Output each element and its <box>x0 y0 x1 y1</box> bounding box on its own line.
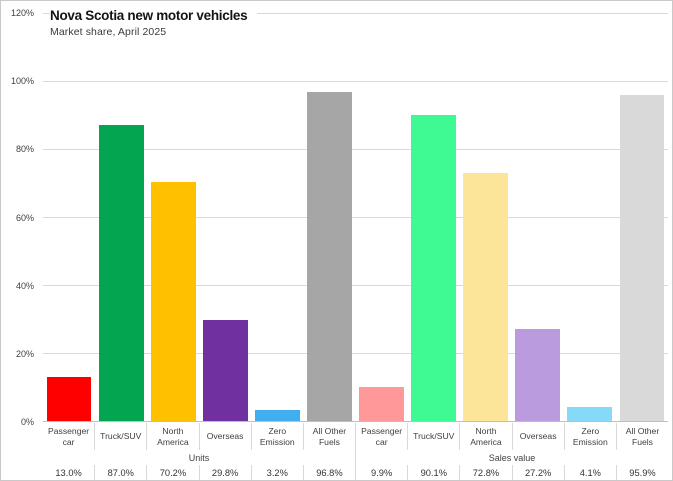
category-label-row: Passenger car Truck/SUV North America Overs… <box>43 423 668 450</box>
y-tick-label-0: 0% <box>20 417 34 427</box>
bar-slot-units-all-other-fuels <box>303 13 355 421</box>
category-label-sales-value-all-other-fuels: All Other Fuels <box>615 423 668 450</box>
bar-slot-units-north-america <box>147 13 199 421</box>
category-label-units-zero-emission: Zero Emission <box>250 423 303 450</box>
value-label-sales-value-passenger-car: 9.9% <box>355 465 407 480</box>
value-label-units-passenger-car: 13.0% <box>55 467 82 478</box>
bar-sales-value-passenger-car <box>359 387 404 421</box>
gridline-80 <box>43 148 668 150</box>
bars-container <box>43 13 668 421</box>
category-label-sales-value-zero-emission: Zero Emission <box>563 423 616 450</box>
value-label-row: 13.0% 87.0% 70.2% 29.8% 3.2% 96.8% 9.9% 90.1% 72… <box>43 465 668 480</box>
y-tick-label-40: 40% <box>15 280 34 291</box>
gridline-120 <box>43 13 668 14</box>
y-tick-label-100: 100% <box>10 76 34 87</box>
bar-slot-units-passenger-car <box>43 13 95 421</box>
chart-header: Nova Scotia new motor vehicles Market sh… <box>50 6 258 40</box>
gridline-40 <box>43 284 668 286</box>
group-label-row: Units Sales value <box>43 450 668 465</box>
category-label-units-all-other-fuels: All Other Fuels <box>302 423 355 450</box>
bar-units-truck-suv <box>98 125 144 421</box>
value-label-units-overseas: 29.8% <box>198 465 251 480</box>
value-label-sales-value-all-other-fuels: 95.9% <box>615 465 668 480</box>
category-label-sales-value-north-america: North America <box>459 423 511 450</box>
value-label-units-zero-emission: 3.2% <box>250 465 303 480</box>
bar-sales-value-all-other-fuels <box>619 94 665 421</box>
bar-slot-sales-value-all-other-fuels <box>616 13 668 421</box>
value-label-sales-value-north-america: 72.8% <box>459 465 511 480</box>
value-label-units-truck-suv: 87.0% <box>94 465 146 480</box>
bar-sales-value-north-america <box>463 173 509 421</box>
category-label-units-north-america: North America <box>146 423 198 450</box>
category-label-units-overseas: Overseas <box>198 423 251 450</box>
bar-units-zero-emission <box>254 410 300 421</box>
gridline-60 <box>43 217 668 218</box>
bar-sales-value-truck-suv <box>411 114 456 421</box>
value-label-sales-value-zero-emission: 4.1% <box>563 465 616 480</box>
bar-slot-sales-value-north-america <box>460 13 512 421</box>
bar-slot-sales-value-truck-suv <box>408 13 460 421</box>
value-label-units-north-america: 70.2% <box>146 465 198 480</box>
gridline-100 <box>43 80 668 82</box>
category-label-sales-value-overseas: Overseas <box>511 423 564 450</box>
bar-units-north-america <box>150 182 196 421</box>
bar-slot-sales-value-overseas <box>512 13 564 421</box>
bar-units-overseas <box>202 319 248 421</box>
category-label-units-truck-suv: Truck/SUV <box>94 423 146 450</box>
bar-sales-value-overseas <box>515 328 561 421</box>
bar-units-passenger-car <box>46 376 92 421</box>
chart-subtitle: Market share, April 2025 <box>50 26 167 38</box>
group-label-sales-value: Sales value <box>355 450 668 465</box>
bar-slot-units-overseas <box>199 13 251 421</box>
y-tick-label-20: 20% <box>15 348 34 359</box>
value-label-units-all-other-fuels: 96.8% <box>302 465 355 480</box>
bar-slot-sales-value-passenger-car <box>355 13 407 421</box>
y-tick-label-80: 80% <box>15 144 34 155</box>
bar-sales-value-zero-emission <box>567 407 613 421</box>
value-label-sales-value-overseas: 27.2% <box>511 465 564 480</box>
chart-title: Nova Scotia new motor vehicles <box>50 8 248 23</box>
category-label-sales-value-truck-suv: Truck/SUV <box>407 423 459 450</box>
y-tick-label-60: 60% <box>15 212 34 223</box>
x-axis-table: Passenger car Truck/SUV North America Overs… <box>43 423 668 480</box>
bar-slot-units-zero-emission <box>251 13 303 421</box>
category-label-units-passenger-car: Passenger car <box>48 426 90 447</box>
bar-slot-sales-value-zero-emission <box>564 13 616 421</box>
group-label-units: Units <box>188 452 210 463</box>
category-label-sales-value-passenger-car: Passenger car <box>355 423 407 450</box>
bar-units-all-other-fuels <box>307 91 352 421</box>
gridline-20 <box>43 353 668 354</box>
y-axis: 0% 20% 40% 60% 80% 100% 120% <box>1 8 39 427</box>
bar-slot-units-truck-suv <box>95 13 147 421</box>
plot-area <box>43 13 668 422</box>
y-tick-label-120: 120% <box>10 8 34 18</box>
value-label-sales-value-truck-suv: 90.1% <box>407 465 459 480</box>
